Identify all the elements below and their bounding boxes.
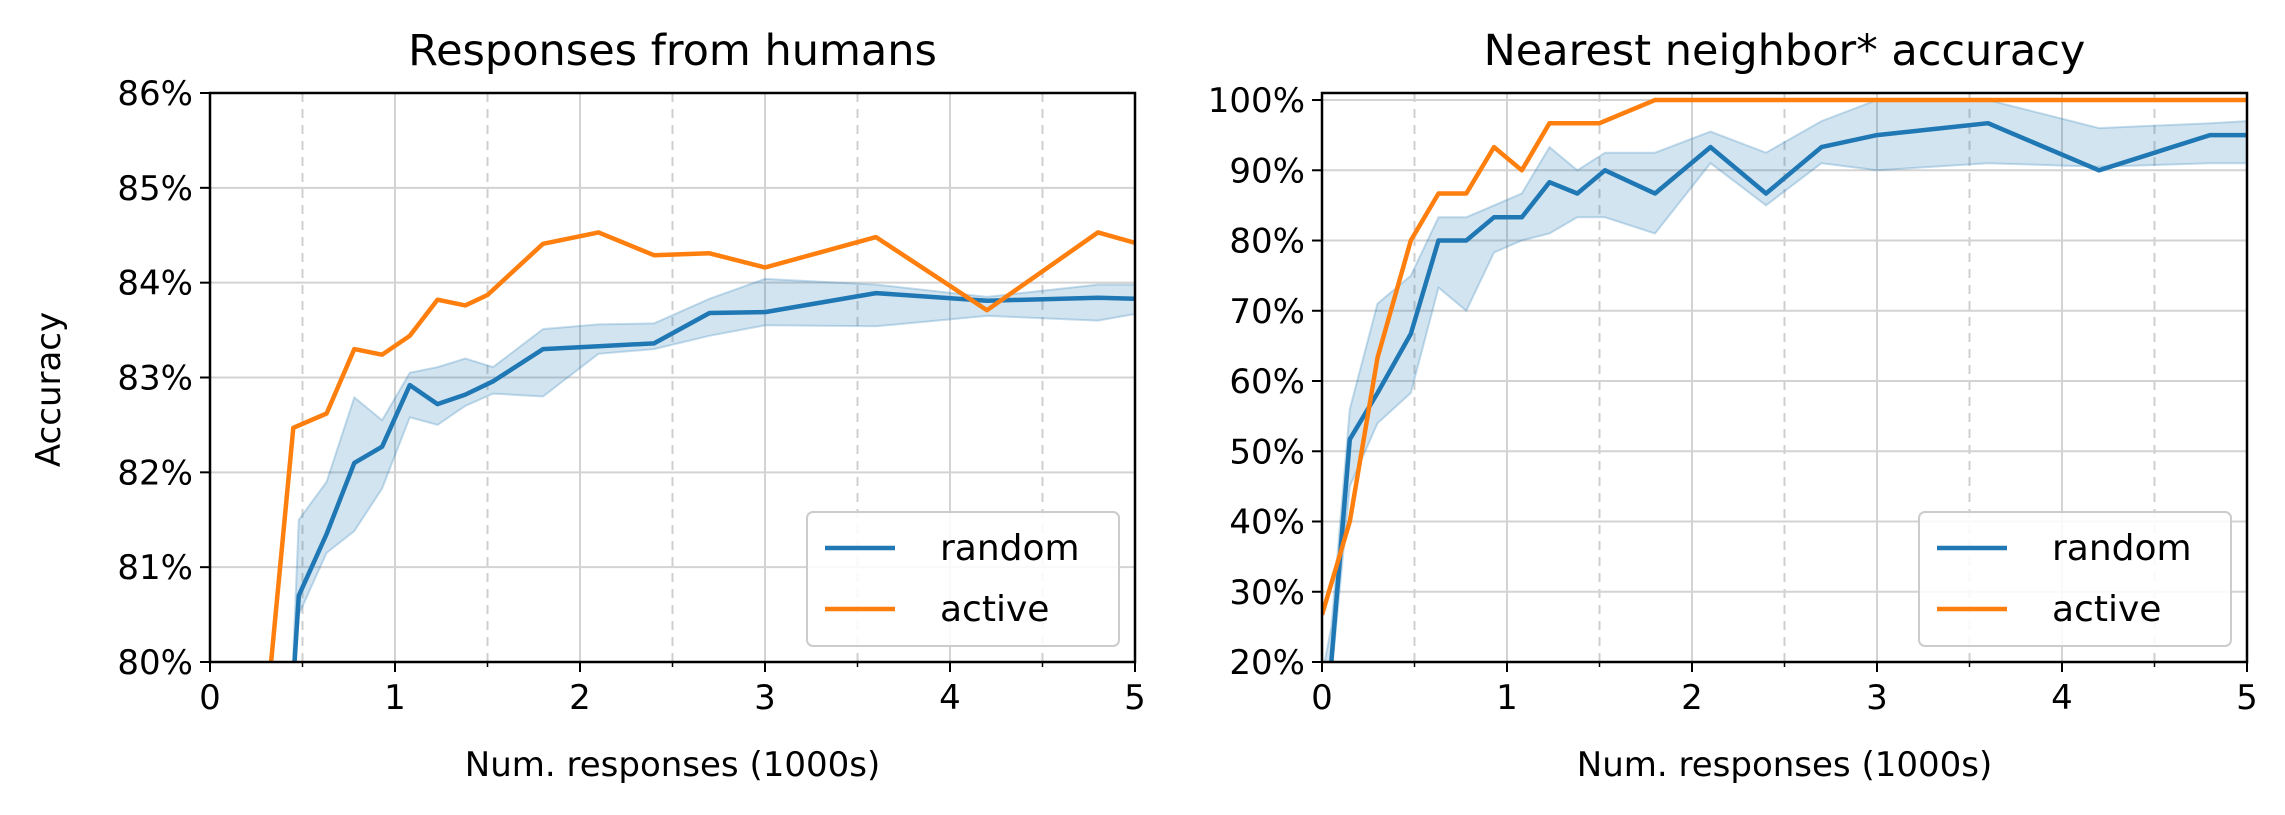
y-tick-label: 60% xyxy=(1229,362,1305,402)
y-tick-label: 81% xyxy=(117,548,193,588)
legend-label-active: active xyxy=(2052,589,2161,630)
x-tick-label: 1 xyxy=(384,678,406,718)
chart-0-plot-area xyxy=(268,230,1135,662)
series-active-line xyxy=(1322,97,2247,616)
x-tick-label: 3 xyxy=(754,678,776,718)
series-random-line xyxy=(292,290,1135,662)
series-random-confidence-band xyxy=(1323,99,2247,662)
y-tick-label: 84% xyxy=(117,264,193,304)
chart-0-y-axis-title: Accuracy xyxy=(29,312,69,467)
legend-label-random: random xyxy=(2052,528,2192,569)
x-tick-label: 4 xyxy=(2051,678,2073,718)
y-tick-label: 40% xyxy=(1229,503,1305,543)
x-tick-label: 2 xyxy=(1681,678,1703,718)
legend-box xyxy=(806,511,1120,647)
chart-0-y-axis: 80% 81% 82% 83% 84% 85% 86% xyxy=(117,74,210,683)
legend-box xyxy=(1918,511,2232,647)
y-tick-label: 30% xyxy=(1229,573,1305,613)
y-tick-label: 70% xyxy=(1229,292,1305,332)
chart-0-x-axis: 0 1 2 3 4 5 xyxy=(199,662,1146,718)
series-active-line xyxy=(268,230,1135,662)
chart-1-x-axis-title: Num. responses (1000s) xyxy=(1577,745,1992,785)
y-tick-label: 82% xyxy=(117,453,193,493)
chart-1-title: Nearest neighbor* accuracy xyxy=(1484,26,2086,76)
legend-label-active: active xyxy=(940,589,1049,630)
x-tick-label: 0 xyxy=(199,678,221,718)
y-tick-label: 80% xyxy=(117,643,193,683)
x-tick-label: 4 xyxy=(939,678,961,718)
chart-0-x-axis-title: Num. responses (1000s) xyxy=(465,745,880,785)
chart-0-legend: random active xyxy=(806,511,1120,647)
y-tick-label: 50% xyxy=(1229,432,1305,472)
x-tick-label: 2 xyxy=(569,678,591,718)
y-tick-label: 85% xyxy=(117,169,193,209)
chart-responses-from-humans: 0 1 2 3 4 5 80% 81% 82% 83% 84% 85% 86% Num. response… xyxy=(29,26,1146,785)
series-random-line xyxy=(1328,120,2247,662)
y-tick-label: 80% xyxy=(1229,222,1305,262)
y-tick-label: 20% xyxy=(1229,643,1305,683)
chart-0-title: Responses from humans xyxy=(408,26,937,76)
x-tick-label: 3 xyxy=(1866,678,1888,718)
chart-nearest-neighbor-accuracy: 0 1 2 3 4 5 20% 30% 40% 50% 60% 70% 80% 90% 100% Num. r… xyxy=(1208,26,2258,785)
chart-1-y-axis: 20% 30% 40% 50% 60% 70% 80% 90% 100% xyxy=(1208,81,1322,683)
x-tick-label: 1 xyxy=(1496,678,1518,718)
chart-1-x-axis: 0 1 2 3 4 5 xyxy=(1311,662,2258,718)
legend-label-random: random xyxy=(940,528,1080,569)
y-tick-label: 90% xyxy=(1229,151,1305,191)
chart-1-plot-area xyxy=(1322,97,2247,662)
x-tick-label: 0 xyxy=(1311,678,1333,718)
y-tick-label: 86% xyxy=(117,74,193,114)
y-tick-label: 100% xyxy=(1208,81,1305,121)
x-tick-label: 5 xyxy=(2236,678,2258,718)
chart-1-legend: random active xyxy=(1918,511,2232,647)
y-tick-label: 83% xyxy=(117,359,193,399)
x-tick-label: 5 xyxy=(1124,678,1146,718)
